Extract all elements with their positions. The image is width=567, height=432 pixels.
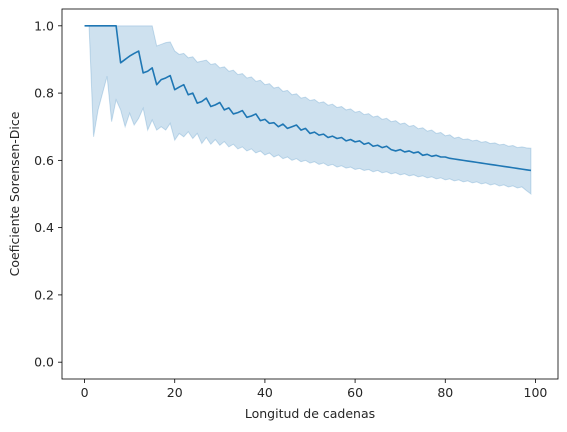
x-tick-label: 0 (81, 385, 89, 400)
y-tick-label: 1.0 (34, 18, 54, 33)
plot-area (84, 25, 532, 195)
y-tick-label: 0.4 (34, 220, 54, 235)
x-tick-label: 100 (524, 385, 548, 400)
y-tick-label: 0.2 (34, 287, 54, 302)
y-axis-label: Coeficiente Sorensen-Dice (7, 111, 22, 276)
mean-line (84, 25, 532, 172)
y-tick-label: 0.0 (34, 355, 54, 370)
plot-frame (61, 8, 559, 380)
y-tick-label: 0.6 (34, 153, 54, 168)
y-tick-label: 0.8 (34, 86, 54, 101)
x-tick-label: 80 (437, 385, 453, 400)
x-tick-label: 20 (167, 385, 183, 400)
x-axis-label: Longitud de cadenas (245, 406, 375, 421)
x-tick-label: 40 (257, 385, 273, 400)
x-tick-label: 60 (347, 385, 363, 400)
axes: 0 20 40 60 80 100 0.0 0.2 0.4 0.6 0.8 1.0 (34, 8, 559, 400)
